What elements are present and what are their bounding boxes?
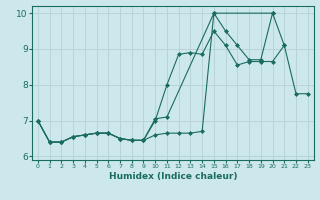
X-axis label: Humidex (Indice chaleur): Humidex (Indice chaleur) [108, 172, 237, 181]
